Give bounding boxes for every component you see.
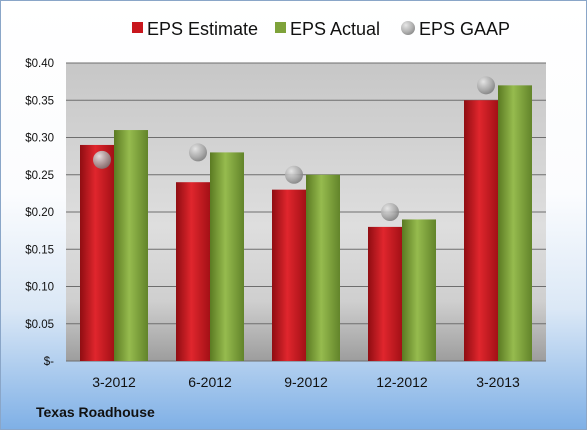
bar-eps-actual xyxy=(114,130,148,361)
marker-eps-gaap xyxy=(189,143,207,162)
x-category-label: 6-2012 xyxy=(188,374,232,390)
y-axis-ticks: $- $0.05 $0.10 $0.15 $0.20 $0.25 $0.30 $0.35 $0.… xyxy=(25,58,54,368)
x-category-label: 12-2012 xyxy=(376,374,428,390)
bar-eps-actual xyxy=(210,152,244,361)
x-category-label: 9-2012 xyxy=(284,374,328,390)
gaap-markers xyxy=(93,76,495,221)
y-tick-label: $0.20 xyxy=(25,207,54,219)
bar-eps-estimate xyxy=(368,226,402,361)
x-axis-categories: 3-2012 6-2012 9-2012 12-2012 3-2013 xyxy=(92,374,520,390)
legend-item-eps-actual: EPS Actual xyxy=(275,19,380,39)
legend-marker-eps-gaap xyxy=(401,21,415,35)
bar-eps-actual xyxy=(498,85,532,361)
bar-eps-estimate xyxy=(464,100,498,361)
bar-eps-estimate xyxy=(176,182,210,361)
legend-item-eps-estimate: EPS Estimate xyxy=(132,19,258,39)
bar-eps-actual xyxy=(402,219,436,361)
marker-eps-gaap xyxy=(381,203,399,221)
legend: EPS Estimate EPS Actual EPS GAAP xyxy=(132,19,510,39)
legend-item-eps-gaap: EPS GAAP xyxy=(401,19,510,39)
marker-eps-gaap xyxy=(477,76,495,95)
marker-eps-gaap xyxy=(285,165,303,184)
y-tick-label: $- xyxy=(44,356,54,368)
x-category-label: 3-2013 xyxy=(476,374,520,390)
bar-eps-estimate xyxy=(272,189,306,361)
legend-label-eps-estimate: EPS Estimate xyxy=(147,19,258,39)
legend-label-eps-actual: EPS Actual xyxy=(290,19,380,39)
marker-eps-gaap xyxy=(93,150,111,169)
legend-label-eps-gaap: EPS GAAP xyxy=(419,19,510,39)
y-tick-label: $0.15 xyxy=(25,244,54,256)
bars xyxy=(80,85,532,361)
y-tick-label: $0.25 xyxy=(25,170,54,182)
company-label: Texas Roadhouse xyxy=(36,404,155,420)
y-tick-label: $0.35 xyxy=(25,95,54,107)
legend-swatch-eps-actual xyxy=(275,22,286,33)
y-tick-label: $0.30 xyxy=(25,133,54,145)
bar-eps-estimate xyxy=(80,144,114,361)
y-tick-label: $0.05 xyxy=(25,319,54,331)
y-tick-label: $0.40 xyxy=(25,58,54,70)
legend-swatch-eps-estimate xyxy=(132,22,143,33)
y-tick-label: $0.10 xyxy=(25,282,54,294)
x-category-label: 3-2012 xyxy=(92,374,136,390)
bar-eps-actual xyxy=(306,174,340,361)
